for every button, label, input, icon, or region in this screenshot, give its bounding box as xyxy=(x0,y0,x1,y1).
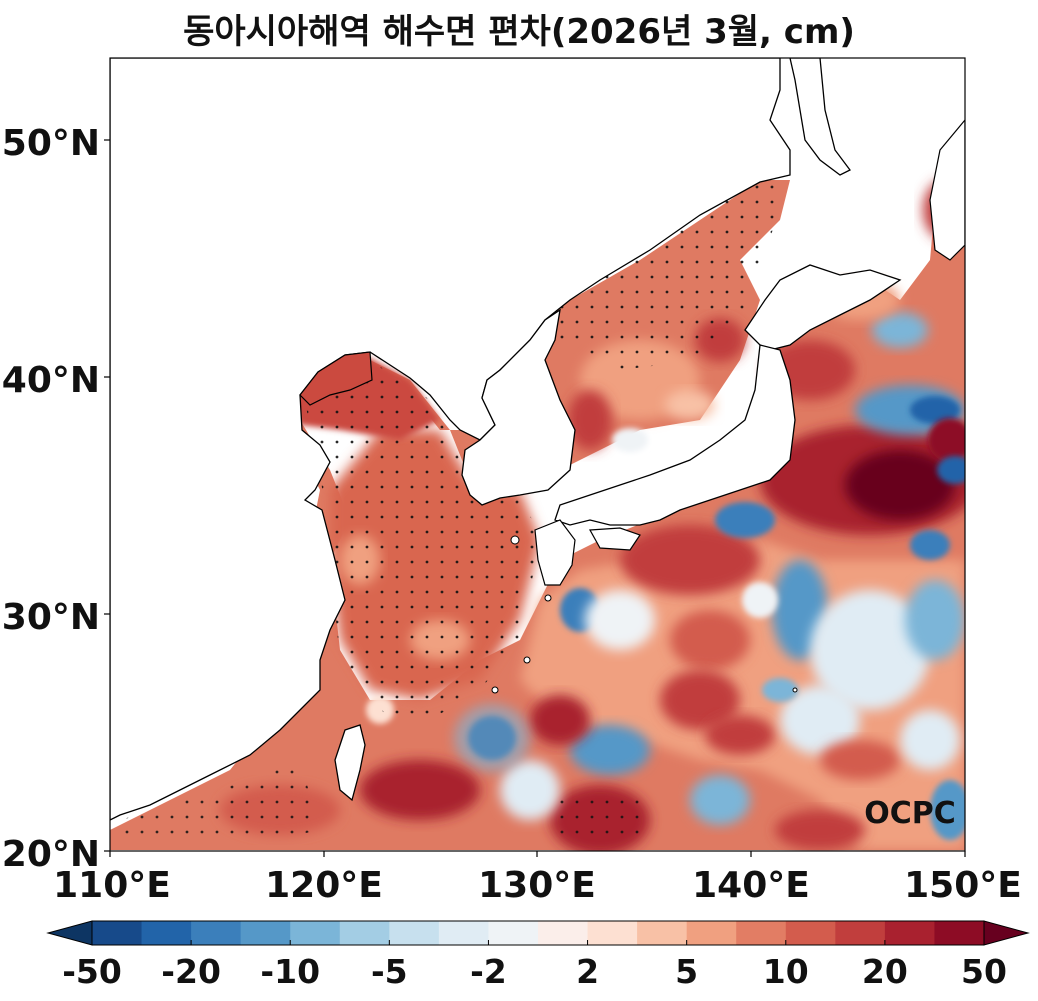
colorbar-segment xyxy=(389,921,440,945)
colorbar-segment xyxy=(884,921,935,945)
colorbar-tick-label: 10 xyxy=(763,952,809,991)
colorbar-segment xyxy=(191,921,242,945)
ocpc-watermark: OCPC xyxy=(864,796,956,831)
colorbar-segment xyxy=(438,921,489,945)
colorbar-under-arrow xyxy=(46,920,93,946)
lon-tick-label: 120°E xyxy=(265,865,383,906)
colorbar-segment xyxy=(339,921,390,945)
colorbar-tick-label: 5 xyxy=(675,952,698,991)
colorbar: -50 -20 -10 -5 -2 2 5 10 20 50 xyxy=(46,920,1030,991)
colorbar-tick-label: -20 xyxy=(161,952,221,991)
colorbar-segment xyxy=(141,921,192,945)
colorbar-segment xyxy=(736,921,787,945)
lon-tick-label: 140°E xyxy=(692,865,810,906)
sea-level-anomaly-field xyxy=(110,58,965,851)
colorbar-segment xyxy=(538,921,589,945)
lon-tick-label: 130°E xyxy=(478,865,596,906)
colorbar-segment xyxy=(290,921,341,945)
colorbar-border xyxy=(91,920,985,946)
colorbar-segment xyxy=(785,921,836,945)
colorbar-over-arrow xyxy=(983,920,1030,946)
colorbar-segment xyxy=(92,921,143,945)
colorbar-segment xyxy=(835,921,886,945)
lon-tick-label: 110°E xyxy=(53,865,171,906)
lat-tick-label: 40°N xyxy=(2,360,100,401)
colorbar-tick-label: -2 xyxy=(470,952,507,991)
latitude-axis: 50°N 40°N 30°N 20°N xyxy=(2,123,110,875)
longitude-axis: 110°E 120°E 130°E 140°E 150°E xyxy=(53,851,1022,906)
colorbar-tick-label: 2 xyxy=(576,952,599,991)
map-title: 동아시아해역 해수면 편차(2026년 3월, cm) xyxy=(183,12,855,52)
colorbar-segment xyxy=(587,921,638,945)
colorbar-tick-label: -50 xyxy=(62,952,122,991)
colorbar-segment xyxy=(488,921,539,945)
lat-tick-label: 20°N xyxy=(2,834,100,875)
land-masses xyxy=(110,58,965,821)
colorbar-segment xyxy=(686,921,737,945)
lat-tick-label: 50°N xyxy=(2,123,100,164)
colorbar-tick-label: 50 xyxy=(961,952,1007,991)
colorbar-segment xyxy=(240,921,291,945)
colorbar-tick-label: -5 xyxy=(371,952,408,991)
colorbar-tick-label: -10 xyxy=(260,952,320,991)
colorbar-segment xyxy=(934,921,985,945)
lat-tick-label: 30°N xyxy=(2,597,100,638)
colorbar-tick-label: 20 xyxy=(862,952,908,991)
lon-tick-label: 150°E xyxy=(904,865,1022,906)
colorbar-segment xyxy=(637,921,688,945)
